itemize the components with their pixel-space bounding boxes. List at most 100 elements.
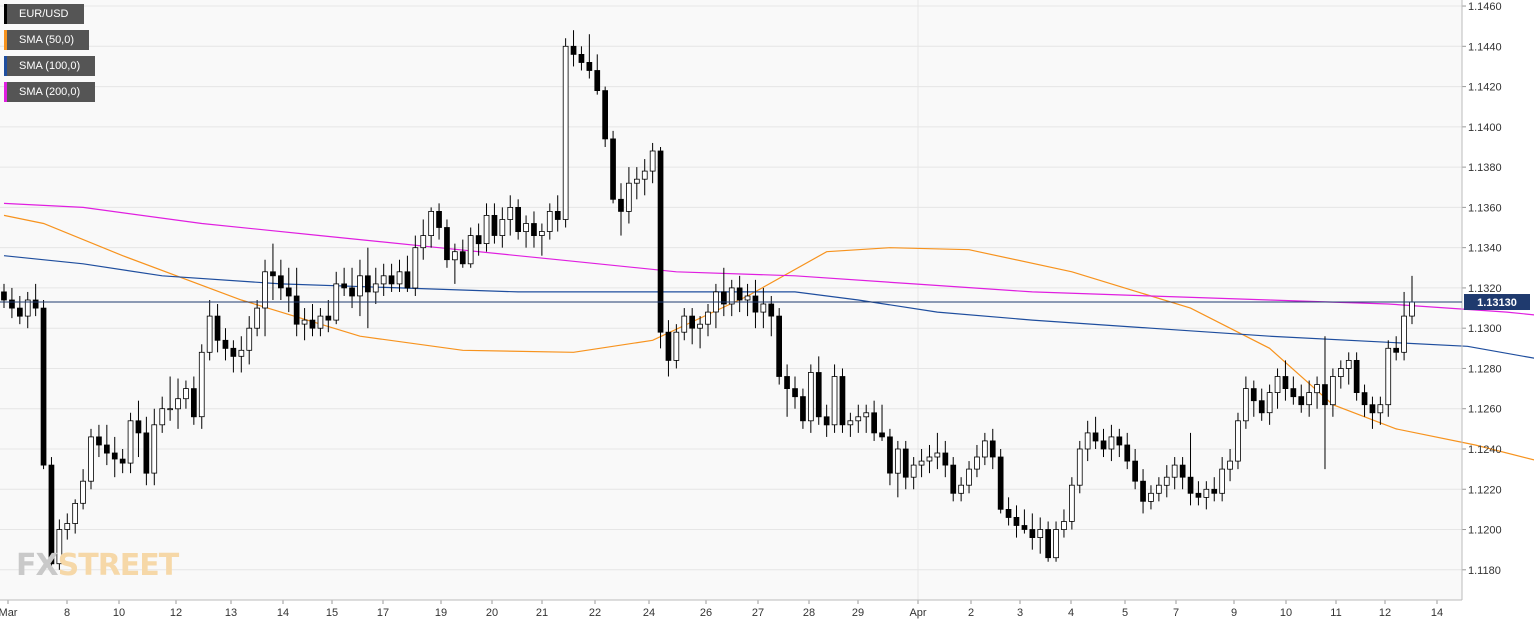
candle[interactable]	[918, 448, 925, 478]
candle[interactable]	[1140, 469, 1146, 514]
candle[interactable]	[1179, 457, 1186, 490]
candle[interactable]	[1385, 340, 1392, 417]
candle[interactable]	[270, 243, 276, 300]
candle[interactable]	[1053, 521, 1059, 562]
candle[interactable]	[444, 219, 450, 268]
candle[interactable]	[721, 267, 727, 317]
candle[interactable]	[1306, 380, 1312, 417]
candle[interactable]	[1029, 513, 1036, 550]
candle[interactable]	[1298, 384, 1305, 413]
candle[interactable]	[364, 247, 371, 329]
candle[interactable]	[1084, 420, 1091, 462]
candle[interactable]	[594, 54, 601, 95]
candle[interactable]	[1076, 440, 1083, 494]
candle[interactable]	[167, 376, 173, 421]
candle[interactable]	[792, 376, 798, 409]
candle[interactable]	[1345, 352, 1352, 385]
candle[interactable]	[610, 130, 616, 204]
candle[interactable]	[32, 283, 39, 317]
candle[interactable]	[1243, 376, 1249, 429]
candle[interactable]	[847, 412, 854, 437]
candle[interactable]	[515, 199, 522, 240]
candle[interactable]	[1330, 368, 1336, 417]
candle[interactable]	[815, 356, 822, 425]
candle[interactable]	[96, 424, 102, 458]
candle[interactable]	[40, 300, 47, 470]
candle[interactable]	[183, 380, 189, 409]
candle[interactable]	[428, 207, 435, 248]
candle[interactable]	[1108, 424, 1115, 462]
candle[interactable]	[1361, 384, 1368, 417]
candle[interactable]	[459, 239, 466, 268]
candle[interactable]	[808, 364, 814, 433]
candle[interactable]	[546, 203, 553, 240]
legend-item-sma200[interactable]: SMA (200,0)	[4, 82, 95, 102]
candle[interactable]	[88, 428, 94, 490]
candle[interactable]	[436, 203, 442, 240]
candle[interactable]	[736, 275, 743, 313]
candle[interactable]	[277, 259, 284, 300]
candle[interactable]	[760, 287, 767, 329]
candle[interactable]	[475, 223, 482, 256]
candle[interactable]	[341, 267, 348, 296]
candle[interactable]	[728, 279, 735, 317]
candle[interactable]	[64, 513, 71, 540]
candle[interactable]	[254, 300, 260, 337]
legend-item-sma50[interactable]: SMA (50,0)	[4, 30, 89, 50]
candle[interactable]	[1132, 448, 1138, 490]
candle[interactable]	[649, 142, 656, 184]
candle[interactable]	[1266, 384, 1273, 425]
candle[interactable]	[1393, 336, 1399, 361]
candle[interactable]	[1219, 457, 1225, 502]
candle[interactable]	[1061, 509, 1067, 538]
candle[interactable]	[1338, 360, 1344, 389]
candle[interactable]	[325, 300, 332, 333]
candle[interactable]	[1037, 517, 1044, 554]
candle[interactable]	[626, 167, 632, 224]
candle[interactable]	[190, 376, 197, 425]
candle[interactable]	[1116, 428, 1123, 458]
candle[interactable]	[1353, 352, 1360, 401]
candle[interactable]	[562, 38, 569, 228]
candle[interactable]	[1005, 497, 1012, 526]
candle[interactable]	[934, 432, 941, 470]
candle[interactable]	[989, 428, 996, 470]
candle[interactable]	[467, 227, 474, 268]
candle[interactable]	[974, 444, 980, 478]
candle[interactable]	[499, 207, 506, 248]
candle[interactable]	[380, 263, 387, 296]
candle[interactable]	[222, 328, 229, 361]
candle[interactable]	[175, 378, 181, 429]
candle[interactable]	[554, 195, 561, 232]
candle[interactable]	[1187, 432, 1194, 506]
candle[interactable]	[230, 340, 237, 373]
candle[interactable]	[1314, 376, 1320, 409]
candle[interactable]	[1045, 521, 1051, 562]
candle[interactable]	[238, 336, 245, 373]
candle[interactable]	[539, 223, 545, 256]
candle[interactable]	[1148, 485, 1154, 510]
candle[interactable]	[831, 364, 838, 433]
candle[interactable]	[1282, 360, 1289, 401]
candle[interactable]	[1021, 509, 1028, 534]
candle[interactable]	[1124, 432, 1131, 470]
candle[interactable]	[1401, 291, 1407, 361]
candle[interactable]	[823, 404, 830, 437]
candle[interactable]	[602, 86, 609, 147]
candle[interactable]	[744, 283, 751, 317]
candle[interactable]	[531, 211, 537, 248]
candle[interactable]	[1235, 412, 1241, 470]
candle[interactable]	[776, 308, 783, 385]
candle[interactable]	[1013, 505, 1020, 538]
candle[interactable]	[48, 457, 55, 570]
candle[interactable]	[1100, 428, 1107, 458]
candle[interactable]	[56, 519, 63, 570]
candle[interactable]	[665, 320, 672, 377]
candle[interactable]	[895, 440, 901, 498]
candle[interactable]	[982, 432, 988, 466]
candle[interactable]	[997, 448, 1004, 514]
candle[interactable]	[127, 412, 134, 474]
candle[interactable]	[246, 316, 253, 365]
candle[interactable]	[451, 243, 458, 284]
